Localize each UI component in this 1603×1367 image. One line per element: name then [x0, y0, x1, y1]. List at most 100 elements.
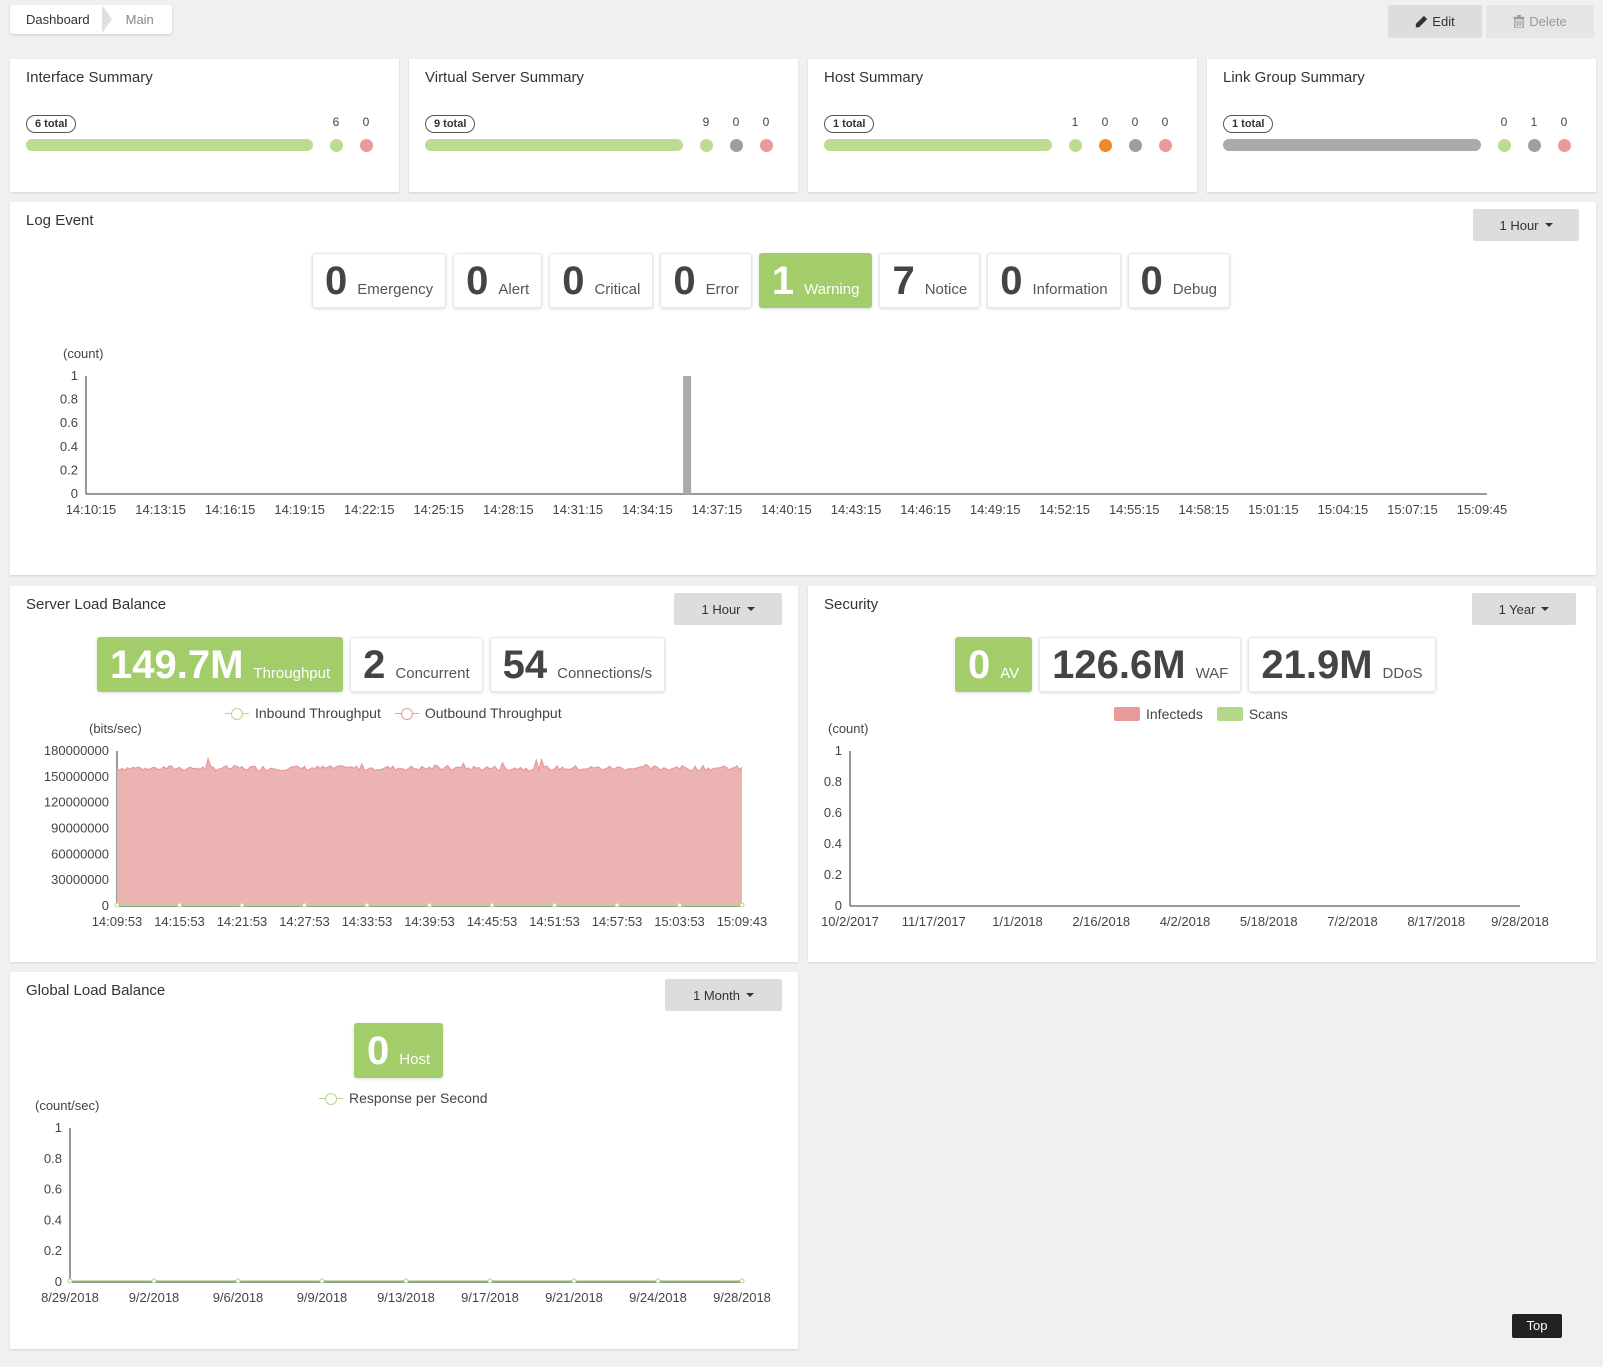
stat-notice[interactable]: 7 Notice	[879, 253, 981, 308]
legend-infecteds[interactable]: Infecteds	[1114, 706, 1203, 722]
legend-outbound[interactable]: Outbound Throughput	[394, 705, 562, 721]
stat-alert[interactable]: 0 Alert	[453, 253, 543, 308]
x-tick-label: 14:27:53	[279, 914, 330, 929]
y-tick-label: 90000000	[51, 821, 109, 836]
glb-range-dropdown[interactable]: 1 Month	[665, 979, 782, 1011]
status-dot-green	[1069, 139, 1082, 152]
x-tick-label: 9/13/2018	[377, 1290, 435, 1305]
total-badge[interactable]: 6 total	[26, 115, 77, 133]
legend-marker	[394, 707, 419, 720]
card-title: Link Group Summary	[1223, 69, 1365, 86]
x-tick-label: 14:21:53	[217, 914, 268, 929]
x-tick-label: 9/21/2018	[545, 1290, 603, 1305]
inbound-point	[552, 902, 557, 908]
y-tick-label: 0.4	[60, 439, 78, 454]
stat-connections[interactable]: 54 Connections/s	[489, 637, 666, 692]
status-dot-green	[700, 139, 713, 152]
status-bar[interactable]	[824, 139, 1052, 151]
legend-marker	[1216, 707, 1243, 721]
stat-critical[interactable]: 0 Critical	[549, 253, 654, 308]
legend-inbound[interactable]: Inbound Throughput	[225, 705, 381, 721]
status-dot-red	[360, 139, 373, 152]
glb-stats: 0 Host	[354, 1023, 444, 1078]
stat-waf[interactable]: 126.6M WAF	[1039, 637, 1242, 692]
y-tick-label: 0.8	[824, 774, 842, 789]
security-legend: Infecteds Scans	[1114, 706, 1288, 722]
card-title: Interface Summary	[26, 69, 153, 86]
x-tick-label: 14:58:15	[1178, 502, 1229, 517]
stat-error[interactable]: 0 Error	[660, 253, 752, 308]
response-point	[655, 1278, 661, 1284]
y-tick-label: 0.6	[44, 1182, 62, 1197]
total-badge[interactable]: 9 total	[425, 115, 476, 133]
x-tick-label: 2/16/2018	[1072, 914, 1130, 929]
x-tick-label: 14:13:15	[135, 502, 186, 517]
x-tick-label: 14:33:53	[342, 914, 393, 929]
breadcrumb-dashboard[interactable]: Dashboard	[10, 5, 112, 34]
x-tick-label: 15:09:43	[717, 914, 768, 929]
slb-stats: 149.7M Throughput 2 Concurrent 54 Connectio…	[97, 637, 666, 692]
x-tick-label: 11/17/2017	[902, 914, 966, 929]
stat-throughput[interactable]: 149.7M Throughput	[97, 637, 344, 692]
y-tick-label: 0.2	[44, 1243, 62, 1258]
count-grey: 1	[1530, 115, 1538, 129]
total-badge[interactable]: 1 total	[824, 115, 875, 133]
stat-av[interactable]: 0 AV	[955, 637, 1033, 692]
total-badge[interactable]: 1 total	[1223, 115, 1274, 133]
count-grey: 0	[1131, 115, 1139, 129]
x-tick-label: 7/2/2018	[1327, 914, 1378, 929]
response-chart: (count/sec) 0 0.2 0.4 0.6 0.8 1 8/29/2018 9/2/20…	[35, 1098, 771, 1305]
delete-button[interactable]: Delete	[1486, 5, 1594, 38]
stat-debug[interactable]: 0 Debug	[1127, 253, 1230, 308]
x-tick-label: 1/1/2018	[992, 914, 1043, 929]
stat-ddos[interactable]: 21.9M DDoS	[1248, 637, 1436, 692]
y-tick-label: 0	[835, 898, 842, 913]
count-green: 1	[1071, 115, 1079, 129]
edit-label: Edit	[1432, 14, 1455, 29]
y-tick-label: 1	[55, 1120, 62, 1135]
x-tick-label: 14:15:53	[154, 914, 205, 929]
x-tick-label: 14:52:15	[1039, 502, 1090, 517]
log-event-range-dropdown[interactable]: 1 Hour	[1473, 209, 1579, 241]
pencil-icon	[1416, 15, 1428, 28]
legend-response-per-second[interactable]: Response per Second	[319, 1090, 488, 1106]
status-bar[interactable]	[1223, 139, 1481, 151]
stat-warning[interactable]: 1 Warning	[758, 253, 873, 308]
delete-label: Delete	[1529, 14, 1567, 29]
stat-host[interactable]: 0 Host	[354, 1023, 444, 1078]
y-axis-label: (count/sec)	[35, 1098, 99, 1113]
count-green: 6	[332, 115, 340, 129]
stat-information[interactable]: 0 Information	[987, 253, 1121, 308]
status-bar[interactable]	[26, 139, 313, 151]
interface-summary-card: Interface Summary 6 total 6 0	[10, 59, 399, 192]
count-orange: 0	[1101, 115, 1109, 129]
security-range-dropdown[interactable]: 1 Year	[1472, 593, 1576, 625]
link-group-summary-card: Link Group Summary 1 total 0 1 0	[1207, 59, 1596, 192]
x-tick-label: 8/17/2018	[1407, 914, 1465, 929]
x-tick-label: 14:40:15	[761, 502, 812, 517]
x-tick-label: 14:46:15	[900, 502, 951, 517]
status-dot-red	[760, 139, 773, 152]
slb-range-dropdown[interactable]: 1 Hour	[674, 593, 782, 625]
legend-scans[interactable]: Scans	[1216, 706, 1288, 722]
x-tick-label: 9/24/2018	[629, 1290, 687, 1305]
stat-emergency[interactable]: 0 Emergency	[312, 253, 447, 308]
edit-button[interactable]: Edit	[1388, 5, 1482, 38]
status-dot-grey	[730, 139, 743, 152]
y-tick-label: 0	[102, 898, 109, 913]
count-grey: 0	[732, 115, 740, 129]
y-tick-label: 0.4	[44, 1212, 62, 1227]
stat-concurrent[interactable]: 2 Concurrent	[350, 637, 483, 692]
legend-marker	[225, 707, 249, 720]
scroll-top-button[interactable]: Top	[1512, 1314, 1562, 1338]
caret-down-icon	[746, 607, 755, 611]
response-point	[487, 1278, 493, 1284]
x-tick-label: 15:04:15	[1318, 502, 1369, 517]
status-bar[interactable]	[425, 139, 683, 151]
inbound-point	[739, 902, 745, 908]
glb-legend: Response per Second	[319, 1090, 488, 1106]
log-event-chart: (count) 0 0.2 0.4 0.6 0.8 1 14:10:15 14:13:15 14:…	[60, 346, 1507, 517]
response-point	[151, 1278, 157, 1284]
x-tick-label: 9/2/2018	[129, 1290, 180, 1305]
throughput-chart: (bits/sec) 0 30000000 60000000 90000000 12000…	[44, 721, 768, 929]
